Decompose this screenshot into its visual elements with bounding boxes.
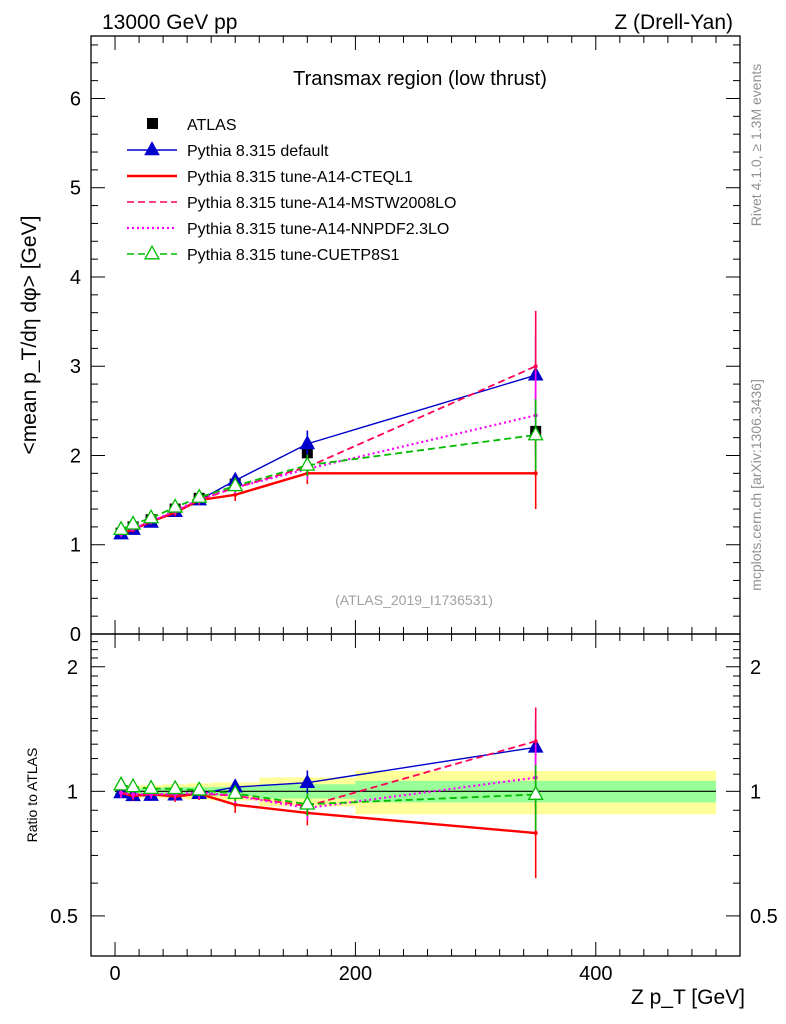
ratio-y-tick-label-right: 2 bbox=[750, 657, 761, 679]
legend-marker-atlas bbox=[147, 118, 158, 129]
y-tick-label: 6 bbox=[70, 88, 81, 110]
series-2-ratio-point bbox=[533, 739, 538, 744]
x-tick-labels: 0 200 400 bbox=[109, 963, 612, 985]
series-4-ratio-point bbox=[112, 775, 130, 791]
series-4-ratio-point bbox=[191, 781, 208, 796]
y-axis-label-main: <mean p_T/dη dφ> [GeV] bbox=[18, 216, 41, 455]
legend-marker-0 bbox=[144, 141, 160, 156]
ratio-axis-ticks: 0.5 0.5 1 1 2 2 bbox=[50, 634, 778, 956]
series-0-ratio-point bbox=[299, 773, 316, 788]
series-4-ratio-point bbox=[299, 795, 316, 810]
legend-label-2: Pythia 8.315 tune-A14-MSTW2008LO bbox=[187, 195, 456, 212]
ratio-y-tick-label: 1 bbox=[67, 781, 78, 803]
series-4-ratio-point bbox=[227, 784, 244, 799]
series-4-point bbox=[125, 515, 142, 530]
series-4-line bbox=[120, 434, 536, 531]
series-4-ratio-point bbox=[527, 785, 544, 800]
series-4-point bbox=[299, 456, 316, 471]
series-3-ratio-line bbox=[120, 776, 536, 810]
series-0-line bbox=[120, 374, 536, 535]
series-4-ratio-point bbox=[143, 779, 160, 794]
x-tick-label: 200 bbox=[339, 963, 372, 985]
main-panel: 0 1 2 3 4 5 6 bbox=[70, 35, 741, 646]
ratio-series-layer bbox=[112, 707, 544, 879]
legend-label-atlas: ATLAS bbox=[187, 117, 237, 134]
series-3-ratio-point bbox=[131, 792, 136, 797]
y-axis-label-ratio: Ratio to ATLAS bbox=[24, 748, 40, 843]
main-series-layer bbox=[112, 310, 544, 540]
ratio-panel: 0.5 0.5 1 1 2 2 bbox=[50, 633, 778, 957]
series-4-ratio-point bbox=[167, 779, 184, 795]
main-axis-ticks: 0 1 2 3 4 5 6 bbox=[70, 36, 740, 646]
ratio-y-tick-label-right: 0.5 bbox=[750, 906, 778, 928]
ratio-y-tick-label: 0.5 bbox=[50, 906, 78, 928]
series-1-ratio-point bbox=[533, 831, 538, 836]
legend: ATLAS Pythia 8.315 default Pythia 8.315 tu… bbox=[127, 117, 456, 264]
process-label: Z (Drell-Yan) bbox=[614, 11, 733, 34]
legend-label-3: Pythia 8.315 tune-A14-NNPDF2.3LO bbox=[187, 221, 449, 238]
legend-label-4: Pythia 8.315 tune-CUETP8S1 bbox=[187, 247, 400, 264]
y-tick-label: 1 bbox=[70, 535, 81, 557]
x-tick-label: 400 bbox=[579, 963, 612, 985]
analysis-id: (ATLAS_2019_I1736531) bbox=[335, 592, 493, 608]
chart-title: Transmax region (low thrust) bbox=[293, 68, 547, 90]
series-4-point bbox=[167, 498, 184, 513]
y-tick-label: 3 bbox=[70, 356, 81, 378]
y-tick-label: 5 bbox=[70, 178, 81, 200]
mcplots-label: mcplots.cern.ch [arXiv:1306.3436] bbox=[748, 379, 764, 591]
series-3-ratio-point bbox=[119, 790, 124, 795]
ratio-frame bbox=[90, 633, 741, 957]
legend-marker-4 bbox=[143, 244, 161, 260]
collision-energy-label: 13000 GeV pp bbox=[102, 11, 237, 34]
y-tick-label: 2 bbox=[70, 445, 81, 467]
ratio-y-tick-label: 2 bbox=[67, 657, 78, 679]
y-tick-label: 0 bbox=[70, 624, 81, 646]
ratio-y-tick-label-right: 1 bbox=[750, 781, 761, 803]
legend-label-0: Pythia 8.315 default bbox=[187, 143, 329, 160]
series-4-point bbox=[112, 520, 130, 536]
y-tick-label: 4 bbox=[70, 267, 81, 289]
series-1-point bbox=[233, 492, 238, 497]
series-4-point bbox=[191, 488, 208, 503]
series-4-point bbox=[527, 425, 544, 441]
series-4-ratio-point bbox=[125, 777, 142, 793]
rivet-version-label: Rivet 4.1.0, ≥ 1.3M events bbox=[748, 64, 764, 227]
series-3-line bbox=[120, 414, 536, 536]
series-1-ratio-point bbox=[233, 802, 238, 807]
series-4-point bbox=[227, 476, 244, 492]
series-0-point bbox=[299, 435, 316, 450]
series-2-point bbox=[533, 364, 538, 369]
x-axis-label: Z p_T [GeV] bbox=[631, 986, 745, 1009]
x-tick-label: 0 bbox=[109, 963, 120, 985]
series-4-point bbox=[143, 508, 160, 524]
series-1-point bbox=[533, 471, 538, 476]
legend-label-1: Pythia 8.315 tune-A14-CTEQL1 bbox=[187, 169, 413, 186]
